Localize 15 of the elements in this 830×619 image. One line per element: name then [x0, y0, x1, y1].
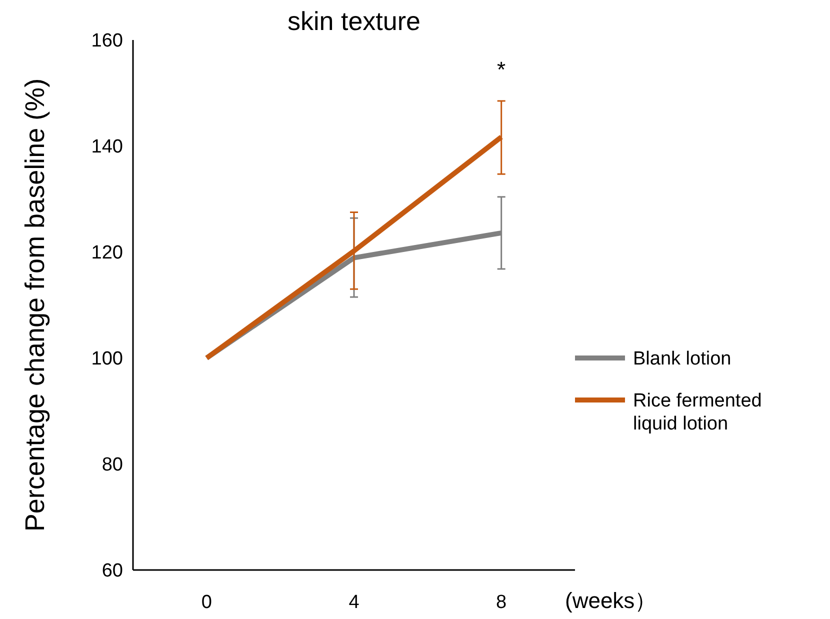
annotation: *: [497, 57, 506, 82]
y-tick-label: 100: [91, 348, 123, 370]
y-tick-label: 140: [91, 136, 123, 158]
legend-label: Blank lotion: [633, 348, 732, 370]
legend-label: Rice fermented liquid lotion: [633, 390, 762, 434]
x-tick-label: 0: [201, 592, 212, 613]
x-tick-label: 8: [496, 592, 507, 613]
y-tick-label: 160: [91, 30, 123, 52]
y-tick-label: 60: [102, 560, 123, 582]
chart-title: skin texture: [288, 6, 420, 36]
x-tick-label: 4: [348, 592, 360, 613]
x-axis-title: (weeks）: [565, 588, 657, 613]
y-tick-label: 120: [91, 242, 123, 264]
y-tick-label: 80: [102, 454, 123, 476]
y-axis-title: Percentage change from baseline (%): [20, 78, 50, 532]
